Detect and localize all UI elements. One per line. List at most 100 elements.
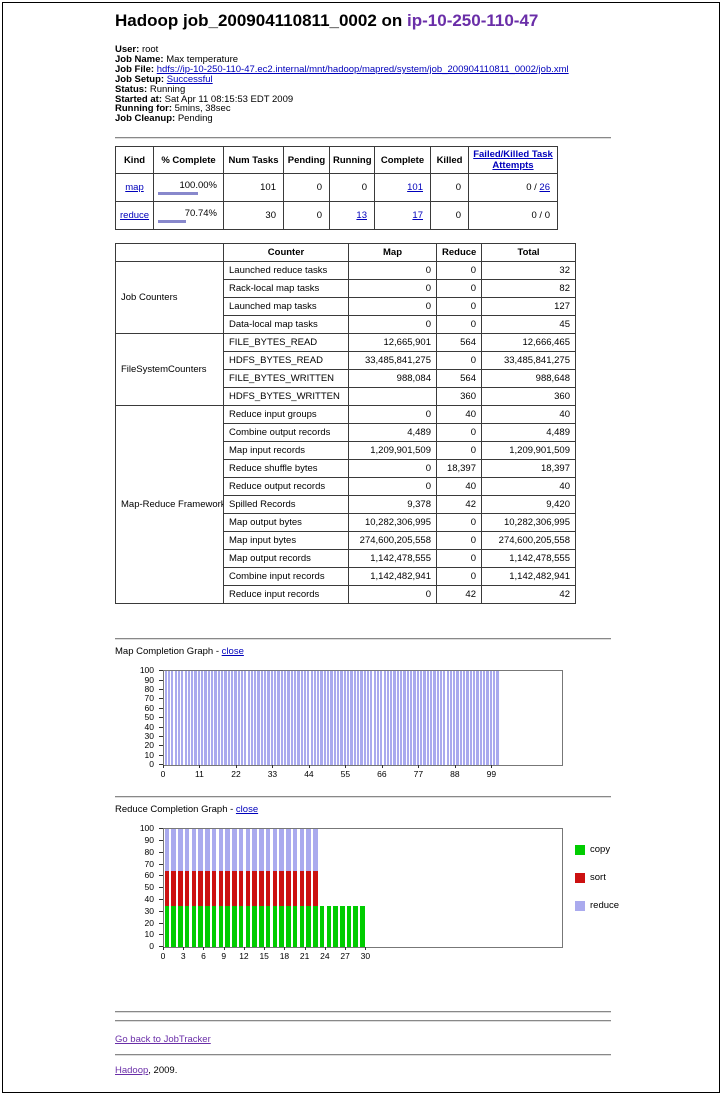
bar-segment (205, 905, 210, 948)
y-tick-label: 70 (144, 858, 154, 869)
task-kind-link[interactable]: map (125, 182, 144, 194)
tasks-col-header: Running (329, 146, 375, 175)
hadoop-link[interactable]: Hadoop (115, 1065, 149, 1077)
bar-segment (370, 671, 373, 766)
counter-row: HDFS_BYTES_WRITTEN 360 360 (116, 387, 576, 407)
counter-name: Reduce input groups (223, 405, 349, 425)
running-count-link[interactable]: 13 (356, 210, 367, 222)
failed-killed-attempts-link[interactable]: Failed/Killed Task Attempts (473, 149, 553, 172)
bar-segment (232, 905, 237, 948)
bar-segment (177, 671, 181, 766)
bar-segment (214, 671, 217, 766)
counter-total-value: 1,142,478,555 (481, 549, 576, 569)
failed-count-link[interactable]: 26 (539, 182, 550, 194)
bar-segment (390, 671, 393, 766)
bar-segment (265, 829, 271, 871)
bar-segment (280, 671, 283, 766)
page-title: Hadoop job_200904110811_0002 on ip-10-25… (115, 11, 611, 31)
bar-segment (339, 905, 345, 948)
counter-reduce-value: 0 (436, 423, 482, 443)
y-tick-label: 40 (144, 894, 154, 905)
bar-segment (286, 870, 291, 906)
copy-swatch-icon (575, 844, 585, 855)
y-tick-mark (159, 934, 163, 936)
complete-count-link[interactable]: 101 (407, 182, 423, 194)
x-tick-label: 99 (486, 769, 497, 780)
job-file-link[interactable]: hdfs://ip-10-250-110-47.ec2.internal/mnt… (156, 63, 569, 75)
bar-segment (272, 870, 278, 906)
bar-segment (396, 671, 400, 766)
counter-name: Reduce input records (223, 585, 349, 605)
info-user: User: root (115, 45, 611, 55)
bar-segment (211, 671, 214, 766)
counter-map-value: 4,489 (348, 423, 437, 443)
counter-map-value (348, 387, 437, 407)
divider (115, 1054, 611, 1057)
bar-segment (187, 671, 191, 766)
divider (115, 137, 611, 140)
bar-segment (492, 671, 496, 766)
bar-segment (393, 671, 396, 766)
bar-segment (167, 671, 171, 766)
x-tick-label: 15 (259, 951, 269, 962)
counter-map-value: 988,084 (348, 369, 437, 389)
bar-segment (227, 671, 230, 766)
bar-segment (198, 870, 203, 906)
bar-segment (446, 671, 449, 766)
job-setup-link[interactable]: Successful (166, 73, 213, 85)
x-tick-label: 44 (304, 769, 314, 780)
bar-segment (284, 671, 287, 766)
counter-map-value: 1,142,478,555 (348, 549, 437, 569)
x-tick-label: 77 (413, 769, 424, 780)
bar-segment (238, 905, 244, 948)
cell-killed: 0 (430, 201, 469, 231)
bar-segment (252, 905, 257, 948)
counter-reduce-value: 42 (436, 585, 482, 605)
counter-group-name: Map-Reduce Framework (115, 405, 224, 605)
bar-segment (265, 905, 271, 948)
bar-segment (356, 671, 360, 766)
reduce-completion-graph: 100 90 80 70 60 50 40 30 20 10 0 0 3 6 9 12 15 18 21 24 27 30… (115, 823, 619, 965)
tasks-col-header: Complete (374, 146, 431, 175)
bar-segment (292, 870, 298, 906)
counter-total-value: 127 (481, 297, 576, 317)
counter-reduce-value: 0 (436, 315, 482, 335)
bar-segment (297, 671, 300, 766)
info-user-label: User: (115, 44, 140, 55)
x-tick-label: 0 (160, 769, 166, 780)
bar-segment (197, 671, 201, 766)
cell-pending: 0 (283, 173, 330, 203)
bar-segment (237, 671, 240, 766)
y-tick-mark (159, 754, 163, 756)
x-tick-mark (235, 765, 237, 769)
info-user-value: root (141, 44, 159, 55)
counter-reduce-value: 18,397 (436, 459, 482, 479)
task-kind-link[interactable]: reduce (120, 210, 150, 222)
counter-reduce-value: 40 (436, 477, 482, 497)
reduce-graph-close-link[interactable]: close (235, 804, 259, 816)
info-cleanup-label: Job Cleanup: (115, 113, 176, 125)
counter-total-value: 40 (481, 477, 576, 497)
counter-name: Rack-local map tasks (223, 279, 349, 299)
bar-segment (453, 671, 456, 766)
jobtracker-host-link[interactable]: ip-10-250-110-47 (407, 11, 539, 30)
bar-segment (164, 905, 170, 948)
counter-name: Launched reduce tasks (223, 261, 349, 281)
counter-reduce-value: 0 (436, 549, 482, 569)
bar-segment (459, 671, 463, 766)
x-tick-label: 3 (180, 951, 186, 962)
bar-segment (333, 905, 338, 948)
cell-kind: reduce (115, 201, 154, 231)
failed-count-text: 0 / (526, 182, 540, 194)
tasks-col-header: Pending (283, 146, 330, 175)
map-graph-close-link[interactable]: close (221, 646, 244, 658)
counter-reduce-value: 0 (436, 297, 482, 317)
counter-map-value: 0 (348, 459, 437, 479)
bar-segment (406, 671, 409, 766)
x-tick-label: 18 (279, 951, 290, 962)
go-back-link[interactable]: Go back to JobTracker (115, 1034, 211, 1046)
complete-count-link[interactable]: 17 (412, 210, 423, 222)
y-tick-label: 50 (144, 712, 154, 723)
info-job-name-value: Max temperature (166, 53, 239, 65)
counter-row: Map output records 1,142,478,555 0 1,142,47… (116, 549, 576, 569)
